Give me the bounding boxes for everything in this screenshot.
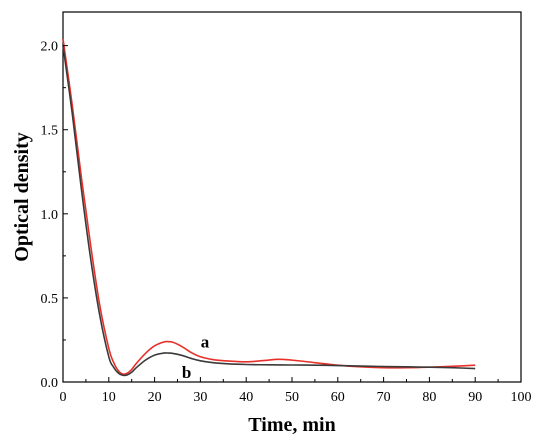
- series-line-b: [62, 45, 476, 377]
- x-tick-label: 10: [102, 390, 116, 405]
- x-tick-label: 0: [60, 390, 67, 405]
- series-line-a: [62, 38, 476, 375]
- x-axis-title: Time, min: [248, 414, 335, 436]
- y-axis-title: Optical density: [11, 132, 33, 261]
- y-tick-label: 0.0: [41, 376, 59, 391]
- curve-annotations: ab: [182, 333, 210, 382]
- curves: [62, 38, 476, 377]
- x-tick-label: 20: [148, 390, 162, 405]
- x-tick-label: 60: [331, 390, 345, 405]
- x-tick-label: 70: [377, 390, 391, 405]
- plot-area: [62, 11, 522, 383]
- x-tick-label: 90: [468, 390, 482, 405]
- y-tick-label: 1.5: [41, 124, 59, 139]
- y-tick-label: 2.0: [41, 40, 59, 55]
- x-tick-label: 80: [422, 390, 436, 405]
- x-tick-label: 40: [239, 390, 253, 405]
- curve-label-a: a: [201, 333, 210, 352]
- y-tick-label: 1.0: [41, 208, 59, 223]
- axis-ticks: 0 10 20 30 40 50 60 70 80 90 100 0.0 0.5 1.0 1.5 2.0: [41, 40, 532, 405]
- curve-label-b: b: [182, 363, 191, 382]
- x-tick-label: 30: [193, 390, 207, 405]
- y-tick-label: 0.5: [41, 292, 59, 307]
- x-tick-label: 100: [511, 390, 532, 405]
- plot-frame: [62, 11, 522, 383]
- x-tick-label: 50: [285, 390, 299, 405]
